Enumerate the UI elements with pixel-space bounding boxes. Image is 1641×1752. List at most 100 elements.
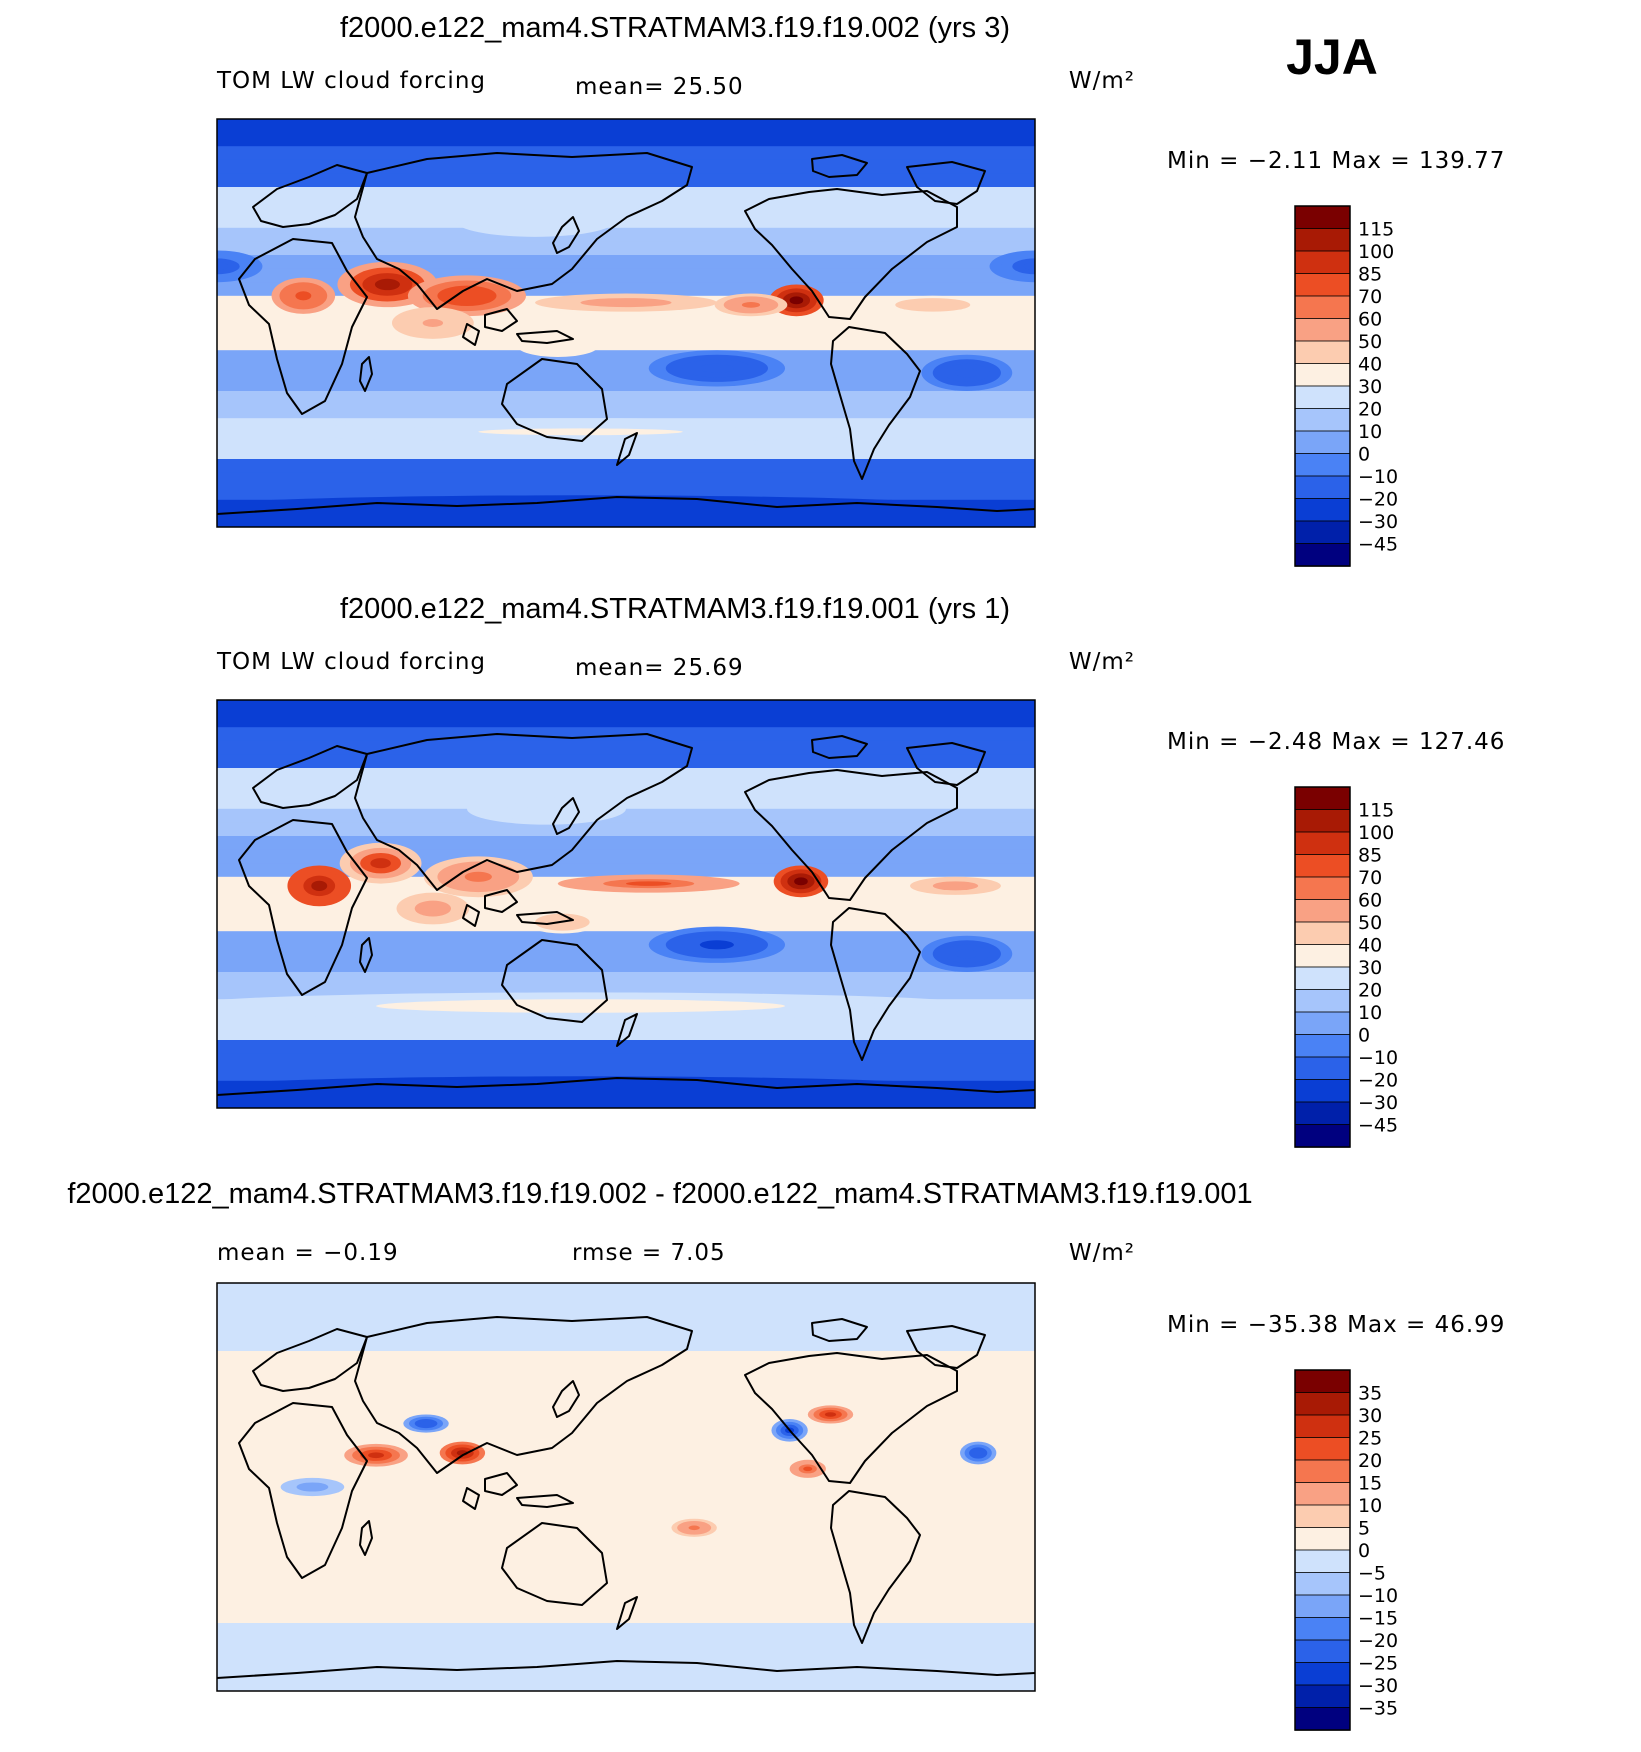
field-feature-pacific-itcz	[1421, 300, 1466, 305]
colorbar-swatch	[1294, 989, 1351, 1013]
panel-1-title: f2000.e122_mam4.STRATMAM3.f19.f19.002 (y…	[340, 12, 1010, 44]
field-feature-central-america	[1605, 873, 1632, 889]
field-feature-gulf-of-mexico	[1589, 1419, 1625, 1442]
field-feature-south-china	[1238, 1421, 1249, 1426]
field-feature-sahara	[1023, 262, 1035, 271]
field-feature-subtropical-south-atlantic	[115, 940, 183, 967]
field-band	[217, 958, 1035, 973]
colorbar-tick-label: 20	[1358, 980, 1382, 1002]
colorbar-tick-label: 30	[1358, 957, 1382, 979]
field-band	[217, 1432, 1035, 1447]
colorbar-tick-label: 30	[1358, 376, 1382, 398]
field-feature-east-atlantic	[973, 1450, 983, 1456]
field-band	[217, 1459, 1035, 1474]
field-band	[217, 1636, 1035, 1651]
colorbar-swatch	[1294, 475, 1351, 500]
field-feature-bay-of-bengal-india	[370, 858, 391, 869]
field-band	[217, 863, 1035, 878]
field-feature-pacific-itcz	[1376, 875, 1558, 893]
field-feature-bay-of-bengal-india	[1188, 858, 1208, 868]
colorbar-swatch	[1294, 1369, 1351, 1394]
field-feature-antarctica	[478, 505, 683, 513]
colorbar-swatch	[1294, 363, 1351, 387]
field-feature-atlantic-itcz	[65, 296, 165, 314]
colorbar-tick-label: −15	[1358, 1608, 1398, 1630]
colorbar-swatch	[1294, 205, 1351, 230]
field-feature-western-atlantic	[7, 1412, 18, 1417]
field-feature-maritime-continent	[1242, 905, 1260, 913]
colorbar-swatch	[1294, 1101, 1351, 1126]
field-band	[217, 1623, 1035, 1638]
colorbar-swatch	[1294, 1662, 1351, 1686]
colorbar-tick-label: 10	[1358, 1002, 1382, 1024]
colorbar-swatch	[1294, 1124, 1351, 1148]
colorbar-frame	[1294, 205, 1351, 567]
field-feature-southern-ocean	[0, 422, 69, 442]
colorbar-swatch	[1294, 1527, 1351, 1551]
field-feature-east-pacific-itcz	[1551, 299, 1587, 310]
colorbar-tick-label: 20	[1358, 399, 1382, 421]
field-feature-subtropical-south-atlantic	[137, 368, 160, 377]
field-feature-subtropical-south-atlantic	[126, 364, 171, 382]
field-feature-equatorial-pacific	[688, 1525, 700, 1531]
field-band	[217, 472, 1035, 487]
colorbar-swatch	[1294, 1079, 1351, 1103]
field-feature-arabian-sea-africa	[1121, 876, 1153, 896]
field-feature-bay-of-bengal	[1178, 1450, 1210, 1461]
colorbar-tick-label: 40	[1358, 354, 1382, 376]
field-feature-western-atlantic	[1631, 1408, 1641, 1422]
colorbar-tick-label: −20	[1358, 489, 1398, 511]
field-feature-arabian-sea	[1099, 1478, 1163, 1496]
field-band	[217, 391, 1035, 406]
field-band	[217, 1283, 1035, 1298]
field-band	[217, 1040, 1035, 1055]
field-feature-maritime-continent	[1233, 901, 1269, 917]
field-feature-equatorial-pacific	[1506, 1526, 1517, 1531]
panel-2-variable-label: TOM LW cloud forcing	[216, 649, 486, 675]
field-feature-east-pacific-itcz	[741, 302, 761, 308]
colorbar-tick-label: −20	[1358, 1070, 1398, 1092]
field-band	[217, 200, 1035, 215]
field-feature-sahara	[217, 262, 229, 271]
field-feature-arabian-sea-africa	[1090, 278, 1154, 314]
field-feature-western-atlantic	[0, 1405, 35, 1423]
field-feature-arabian-sea-africa	[1097, 282, 1145, 309]
field-band	[217, 132, 1035, 147]
field-feature-subtropical-south-atlantic	[955, 949, 979, 959]
field-feature-antarctica	[0, 499, 69, 519]
colorbar-swatch	[1294, 340, 1351, 365]
colorbar-swatch	[1294, 899, 1351, 923]
field-feature-arabian-sea	[304, 1484, 321, 1490]
colorbar-swatch	[1294, 250, 1351, 275]
field-band	[217, 363, 1035, 378]
colorbar-swatch	[1294, 385, 1351, 410]
field-band	[217, 214, 1035, 229]
field-band	[217, 740, 1035, 755]
colorbar-swatch	[1294, 786, 1351, 811]
field-band	[217, 1555, 1035, 1570]
field-band	[217, 1663, 1035, 1678]
field-feature-bay-of-bengal-india	[1155, 262, 1255, 307]
colorbar-swatch	[1294, 318, 1351, 342]
field-feature-antarctica	[478, 1086, 683, 1094]
panel-2-units: W/m²	[1069, 649, 1135, 675]
colorbar-tick-label: 70	[1358, 286, 1382, 308]
field-feature-arabian-sea-africa	[1113, 871, 1161, 902]
field-feature-subtropical-south-pacific	[1467, 927, 1603, 963]
field-feature-equatorial-pacific	[1501, 1523, 1524, 1532]
map-frame	[216, 118, 1036, 528]
field-feature-arabian-sea	[1122, 1485, 1138, 1490]
colorbar-tick-label: −30	[1358, 1675, 1398, 1697]
colorbar-tick-label: 85	[1358, 845, 1382, 867]
field-feature-west-pacific-warm-pool	[464, 871, 492, 882]
colorbar-tick-label: 115	[1358, 800, 1394, 822]
field-feature-central-america	[1592, 865, 1641, 897]
colorbar-swatch	[1294, 295, 1351, 320]
field-band	[217, 1391, 1035, 1406]
colorbar-swatch	[1294, 498, 1351, 522]
colorbar-tick-label: −5	[1358, 1563, 1386, 1585]
panel-1-units: W/m²	[1069, 68, 1135, 94]
colorbar-swatch	[1294, 1684, 1351, 1709]
field-feature-bay-of-bengal-india	[1178, 853, 1219, 873]
field-feature-antarctica	[989, 502, 1035, 516]
